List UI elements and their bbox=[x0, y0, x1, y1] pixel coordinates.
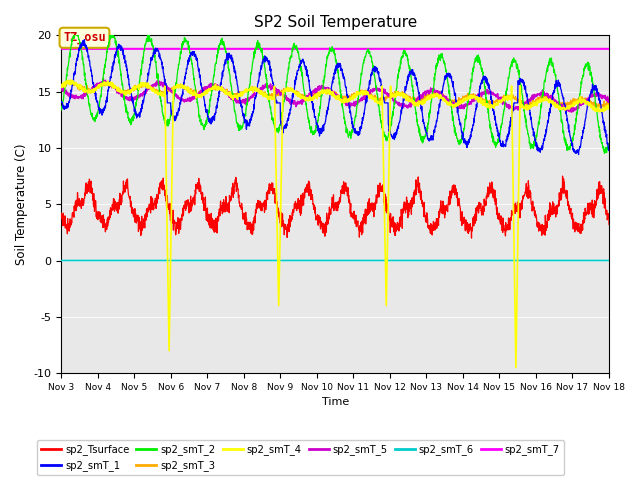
Text: TZ_osu: TZ_osu bbox=[63, 31, 106, 44]
Legend: sp2_Tsurface, sp2_smT_1, sp2_smT_2, sp2_smT_3, sp2_smT_4, sp2_smT_5, sp2_smT_6, : sp2_Tsurface, sp2_smT_1, sp2_smT_2, sp2_… bbox=[37, 440, 564, 475]
Y-axis label: Soil Temperature (C): Soil Temperature (C) bbox=[15, 144, 28, 265]
Title: SP2 Soil Temperature: SP2 Soil Temperature bbox=[253, 15, 417, 30]
X-axis label: Time: Time bbox=[321, 397, 349, 408]
